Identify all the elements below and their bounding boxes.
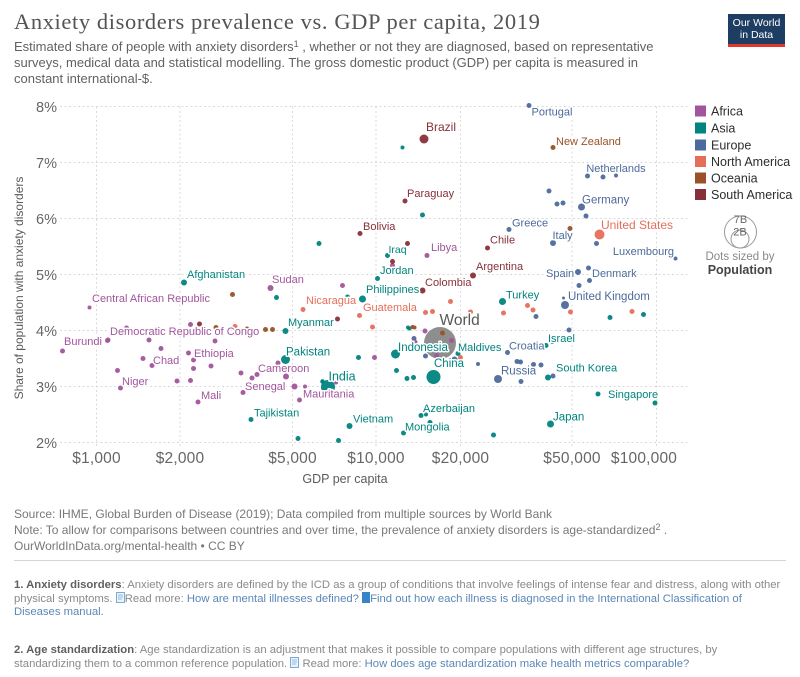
svg-text:Luxembourg: Luxembourg bbox=[613, 246, 674, 258]
svg-text:Myanmar: Myanmar bbox=[288, 317, 334, 329]
svg-text:Asia: Asia bbox=[711, 122, 735, 136]
svg-text:Turkey: Turkey bbox=[506, 290, 540, 302]
svg-text:Nicaragua: Nicaragua bbox=[306, 295, 357, 307]
svg-text:Central African Republic: Central African Republic bbox=[92, 293, 211, 305]
svg-text:Spain: Spain bbox=[546, 268, 574, 280]
svg-text:Denmark: Denmark bbox=[592, 268, 637, 280]
svg-text:$50,000: $50,000 bbox=[543, 450, 601, 467]
svg-text:Maldives: Maldives bbox=[458, 342, 502, 354]
svg-text:South Korea: South Korea bbox=[556, 363, 618, 375]
svg-text:Italy: Italy bbox=[553, 230, 574, 242]
svg-text:Africa: Africa bbox=[711, 105, 743, 119]
svg-text:2%: 2% bbox=[36, 436, 57, 452]
svg-text:4%: 4% bbox=[36, 324, 57, 340]
svg-text:Croatia: Croatia bbox=[509, 341, 545, 353]
svg-text:Democratic Republic of Congo: Democratic Republic of Congo bbox=[110, 326, 259, 338]
svg-text:United Kingdom: United Kingdom bbox=[568, 291, 650, 303]
svg-text:Singapore: Singapore bbox=[608, 389, 658, 401]
svg-text:Brazil: Brazil bbox=[426, 120, 456, 134]
svg-text:Sudan: Sudan bbox=[272, 274, 304, 286]
svg-text:Guatemala: Guatemala bbox=[363, 302, 418, 314]
svg-text:Argentina: Argentina bbox=[476, 261, 524, 273]
svg-text:Chad: Chad bbox=[153, 355, 179, 367]
svg-text:China: China bbox=[434, 358, 465, 370]
svg-text:8%: 8% bbox=[36, 100, 57, 116]
svg-text:$10,000: $10,000 bbox=[347, 450, 405, 467]
svg-text:South America: South America bbox=[711, 188, 792, 202]
svg-text:Mauritania: Mauritania bbox=[303, 389, 355, 401]
svg-text:7%: 7% bbox=[36, 156, 57, 172]
svg-text:Population: Population bbox=[708, 263, 773, 277]
svg-text:Dots sized by: Dots sized by bbox=[705, 251, 774, 263]
svg-text:Israel: Israel bbox=[548, 333, 575, 345]
svg-text:$2,000: $2,000 bbox=[156, 450, 205, 467]
svg-text:World: World bbox=[440, 312, 480, 329]
svg-text:3%: 3% bbox=[36, 380, 57, 396]
svg-text:Libya: Libya bbox=[431, 242, 458, 254]
svg-text:Afghanistan: Afghanistan bbox=[187, 269, 245, 281]
svg-text:Oceania: Oceania bbox=[711, 172, 758, 186]
svg-text:$20,000: $20,000 bbox=[432, 450, 490, 467]
svg-text:North America: North America bbox=[711, 155, 790, 169]
svg-text:Ethiopia: Ethiopia bbox=[194, 348, 235, 360]
svg-text:$1,000: $1,000 bbox=[72, 450, 121, 467]
svg-text:India: India bbox=[329, 370, 356, 384]
svg-text:Senegal: Senegal bbox=[245, 381, 285, 393]
svg-text:Colombia: Colombia bbox=[425, 277, 472, 289]
svg-text:Azerbaijan: Azerbaijan bbox=[423, 403, 475, 415]
svg-text:Germany: Germany bbox=[582, 195, 630, 207]
svg-text:Chile: Chile bbox=[490, 235, 515, 247]
svg-text:Indonesia: Indonesia bbox=[398, 342, 448, 354]
svg-text:2B: 2B bbox=[733, 227, 746, 239]
svg-text:Netherlands: Netherlands bbox=[586, 163, 646, 175]
svg-text:Japan: Japan bbox=[553, 412, 584, 424]
svg-text:Burundi: Burundi bbox=[64, 336, 102, 348]
svg-text:Cameroon: Cameroon bbox=[258, 363, 309, 375]
svg-text:Bolivia: Bolivia bbox=[363, 221, 396, 233]
svg-text:Jordan: Jordan bbox=[380, 265, 414, 277]
svg-text:Portugal: Portugal bbox=[532, 107, 573, 119]
svg-text:Europe: Europe bbox=[711, 139, 751, 153]
svg-text:GDP per capita: GDP per capita bbox=[302, 472, 387, 486]
svg-text:Share of population with anxie: Share of population with anxiety disorde… bbox=[12, 177, 26, 400]
svg-text:Greece: Greece bbox=[512, 218, 548, 230]
svg-text:6%: 6% bbox=[36, 212, 57, 228]
svg-text:7B: 7B bbox=[734, 214, 747, 226]
svg-text:United States: United States bbox=[601, 218, 673, 232]
svg-text:Vietnam: Vietnam bbox=[353, 414, 393, 426]
svg-text:Mongolia: Mongolia bbox=[405, 422, 451, 434]
svg-text:$100,000: $100,000 bbox=[611, 450, 677, 467]
svg-text:Niger: Niger bbox=[122, 376, 149, 388]
svg-text:$5,000: $5,000 bbox=[268, 450, 317, 467]
svg-text:Iraq: Iraq bbox=[389, 244, 407, 256]
svg-text:Paraguay: Paraguay bbox=[407, 188, 455, 200]
svg-text:5%: 5% bbox=[36, 268, 57, 284]
svg-text:New Zealand: New Zealand bbox=[556, 136, 621, 148]
svg-text:Pakistan: Pakistan bbox=[286, 347, 330, 359]
svg-text:Tajikistan: Tajikistan bbox=[254, 408, 299, 420]
svg-text:Russia: Russia bbox=[501, 366, 537, 378]
svg-text:Mali: Mali bbox=[201, 390, 221, 402]
svg-text:Philippines: Philippines bbox=[366, 284, 420, 296]
